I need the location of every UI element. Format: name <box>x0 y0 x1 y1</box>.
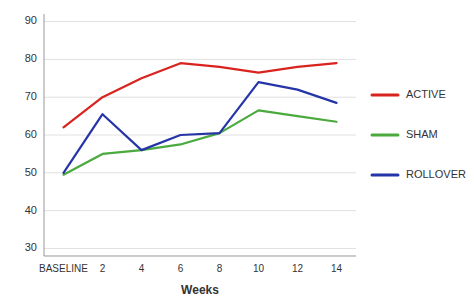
y-tick-label: 60 <box>25 128 37 140</box>
grid-line <box>44 172 356 173</box>
y-tick-label: 70 <box>25 90 37 102</box>
grid-line <box>44 97 356 98</box>
plot-area <box>64 63 337 175</box>
legend-swatch <box>372 134 398 137</box>
grid-line <box>44 59 356 60</box>
legend-label: ROLLOVER <box>406 168 466 180</box>
x-tick-label: BASELINE <box>39 263 88 274</box>
grid-line <box>44 21 356 22</box>
x-tick-label: 6 <box>178 263 184 274</box>
series-line <box>64 110 337 174</box>
grid-line <box>44 210 356 211</box>
x-tick-label: 2 <box>100 263 106 274</box>
legend-swatch <box>372 174 398 177</box>
y-tick-label: 50 <box>25 166 37 178</box>
x-tick-label: 4 <box>139 263 145 274</box>
legend: ACTIVE SHAM ROLLOVER <box>372 88 466 180</box>
x-tick-label: 12 <box>292 263 304 274</box>
legend-label: SHAM <box>406 128 438 140</box>
legend-swatch <box>372 94 398 97</box>
x-tick-label: 8 <box>217 263 223 274</box>
series-line <box>64 63 337 127</box>
chart-container: 30 40 50 60 70 80 90 BASELINE 2 4 6 8 10 12 14 Weeks ACT… <box>0 0 474 304</box>
x-axis-line <box>44 256 356 257</box>
y-tick-label: 40 <box>25 204 37 216</box>
x-axis-label: Weeks <box>181 283 219 297</box>
y-tick-label: 90 <box>25 14 37 26</box>
y-axis-line <box>44 14 45 256</box>
series-line <box>64 82 337 173</box>
y-tick-label: 30 <box>25 241 37 253</box>
grid-line <box>44 248 356 249</box>
x-tick-label: 10 <box>253 263 265 274</box>
x-tick-label: 14 <box>331 263 343 274</box>
legend-label: ACTIVE <box>406 88 446 100</box>
y-tick-label: 80 <box>25 52 37 64</box>
chart-svg: 30 40 50 60 70 80 90 BASELINE 2 4 6 8 10 12 14 Weeks ACT… <box>0 0 474 304</box>
